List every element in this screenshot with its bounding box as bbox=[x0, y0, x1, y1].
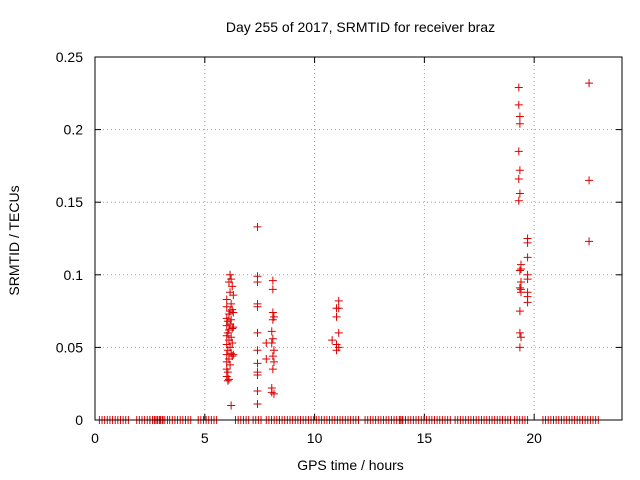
data-point bbox=[334, 296, 343, 305]
data-point bbox=[523, 253, 532, 262]
data-point bbox=[253, 346, 262, 355]
data-point bbox=[514, 174, 523, 183]
data-point bbox=[253, 222, 262, 231]
data-point bbox=[516, 333, 525, 342]
y-tick-label: 0.05 bbox=[56, 339, 83, 355]
data-point bbox=[515, 343, 524, 352]
y-tick-label: 0.25 bbox=[56, 49, 83, 65]
data-point bbox=[516, 264, 525, 273]
data-point bbox=[222, 321, 231, 330]
data-point bbox=[334, 304, 343, 313]
data-point bbox=[228, 339, 237, 348]
data-point bbox=[334, 343, 343, 352]
data-point bbox=[515, 307, 524, 316]
data-point bbox=[514, 196, 523, 205]
x-axis-label: GPS time / hours bbox=[297, 457, 404, 473]
y-tick-label: 0.2 bbox=[64, 122, 84, 138]
data-point bbox=[515, 112, 524, 121]
data-point bbox=[227, 333, 236, 342]
data-point bbox=[223, 376, 232, 385]
data-point bbox=[253, 328, 262, 337]
y-tick-label: 0.15 bbox=[56, 194, 83, 210]
y-tick-label: 0 bbox=[75, 412, 83, 428]
data-point bbox=[269, 357, 278, 366]
tick-labels: 0 0.05 0.1 0.15 0.2 0.25 0 5 10 15 20 bbox=[56, 49, 542, 446]
data-point bbox=[253, 400, 262, 409]
data-point bbox=[516, 278, 525, 287]
x-tick-label: 10 bbox=[307, 430, 323, 446]
data-point bbox=[334, 328, 343, 337]
data-point bbox=[228, 324, 237, 333]
data-point bbox=[253, 302, 262, 311]
data-point bbox=[523, 298, 532, 307]
data-point bbox=[262, 355, 271, 364]
data-point bbox=[269, 312, 278, 321]
data-point bbox=[224, 375, 233, 384]
data-point bbox=[268, 276, 277, 285]
data-point bbox=[269, 346, 278, 355]
data-point bbox=[223, 368, 232, 377]
data-point bbox=[268, 285, 277, 294]
data-point bbox=[227, 315, 236, 324]
data-point bbox=[515, 189, 524, 198]
chart-title: Day 255 of 2017, SRMTID for receiver bra… bbox=[226, 19, 495, 35]
plot-frame bbox=[94, 56, 623, 421]
grid bbox=[95, 57, 622, 420]
data-point bbox=[253, 359, 262, 368]
data-point bbox=[515, 166, 524, 175]
data-point bbox=[514, 83, 523, 92]
data-point bbox=[523, 275, 532, 284]
x-tick-label: 15 bbox=[417, 430, 433, 446]
data-point bbox=[268, 352, 277, 361]
data-point bbox=[268, 308, 277, 317]
x-tick-label: 20 bbox=[526, 430, 542, 446]
data-point bbox=[253, 386, 262, 395]
data-point bbox=[253, 278, 262, 287]
y-axis-label: SRMTID / TECUs bbox=[6, 185, 22, 295]
data-point bbox=[332, 312, 341, 321]
data-point bbox=[267, 327, 276, 336]
data-point bbox=[515, 266, 524, 275]
data-point bbox=[269, 389, 278, 398]
data-point bbox=[515, 119, 524, 128]
y-tick-label: 0.1 bbox=[64, 267, 84, 283]
data-point bbox=[515, 328, 524, 337]
data-point bbox=[229, 323, 238, 332]
data-point bbox=[268, 365, 277, 374]
data-point bbox=[585, 79, 594, 88]
data-point bbox=[515, 283, 524, 292]
data-point bbox=[328, 336, 337, 345]
data-point bbox=[229, 291, 238, 300]
data-point bbox=[227, 275, 236, 284]
data-point bbox=[226, 360, 235, 369]
data-point bbox=[226, 270, 235, 279]
data-point bbox=[222, 295, 231, 304]
data-point bbox=[253, 370, 262, 379]
data-point bbox=[585, 237, 594, 246]
data-point bbox=[224, 325, 233, 334]
data-point bbox=[226, 343, 235, 352]
data-point bbox=[228, 282, 237, 291]
data-point bbox=[227, 299, 236, 308]
data-point bbox=[228, 352, 237, 361]
data-point bbox=[227, 401, 236, 410]
x-tick-label: 5 bbox=[201, 430, 209, 446]
data-point bbox=[268, 334, 277, 343]
data-point bbox=[523, 238, 532, 247]
data-point bbox=[267, 339, 276, 348]
data-point bbox=[585, 176, 594, 185]
data-point bbox=[229, 350, 238, 359]
data-point bbox=[222, 302, 231, 311]
data-point bbox=[514, 100, 523, 109]
data-point bbox=[229, 308, 238, 317]
x-tick-label: 0 bbox=[91, 430, 99, 446]
data-point bbox=[514, 147, 523, 156]
